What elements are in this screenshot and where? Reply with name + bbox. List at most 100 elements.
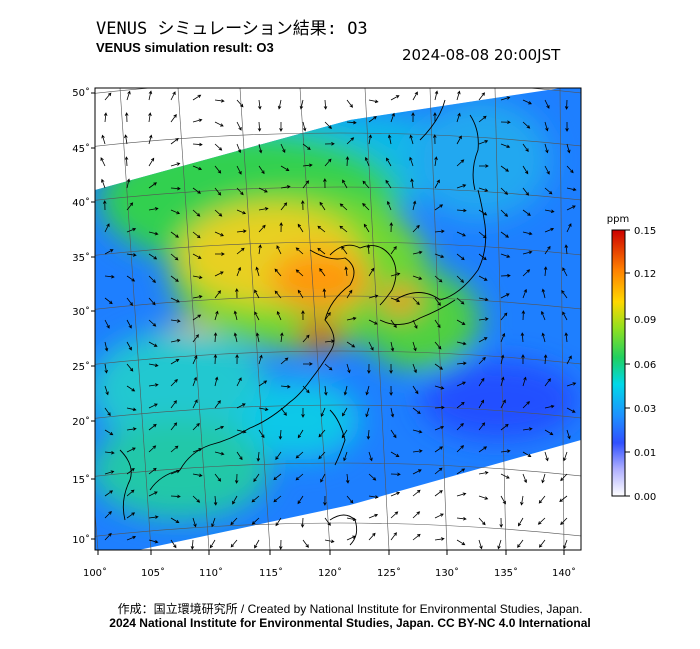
wind-arrow	[500, 293, 510, 299]
wind-arrow	[412, 91, 418, 101]
title-jp: VENUS シミュレーション結果: O3	[96, 19, 368, 39]
wind-arrow	[192, 295, 203, 299]
colorbar-unit: ppm	[607, 214, 629, 225]
wind-arrow	[412, 489, 421, 497]
wind-arrow	[148, 319, 157, 327]
wind-arrow	[434, 253, 445, 258]
wind-arrow	[300, 517, 305, 528]
wind-arrow	[258, 99, 262, 110]
wind-arrow	[411, 112, 415, 123]
wind-arrow	[434, 405, 445, 410]
colorbar-tick: 0.03	[634, 404, 656, 415]
colorbar-scale	[611, 229, 626, 497]
wind-arrow	[544, 165, 550, 175]
lat-label: 45˚	[72, 143, 90, 155]
wind-arrow	[236, 377, 242, 387]
wind-arrow	[434, 156, 438, 167]
wind-arrow	[544, 404, 555, 409]
wind-arrow	[412, 275, 423, 280]
wind-arrow	[412, 250, 423, 255]
wind-arrow	[302, 539, 309, 548]
wind-arrow	[412, 363, 417, 374]
wind-arrow	[104, 385, 109, 396]
wind-arrow	[522, 187, 530, 196]
wind-arrow	[170, 91, 176, 101]
wind-arrow	[478, 231, 487, 239]
wind-arrow	[362, 202, 370, 211]
wind-arrow	[500, 354, 505, 365]
wind-arrow	[390, 429, 397, 439]
wind-arrow	[478, 446, 488, 453]
wind-arrow	[541, 288, 546, 299]
wind-arrow	[434, 90, 439, 101]
wind-arrow	[148, 341, 158, 347]
wind-arrow	[257, 121, 262, 132]
wind-arrow	[390, 407, 395, 418]
wind-arrow	[564, 332, 569, 343]
wind-arrow	[478, 337, 488, 343]
lat-label: 30˚	[72, 306, 90, 318]
wind-arrow	[126, 227, 137, 233]
wind-arrow	[104, 319, 110, 329]
wind-arrow	[100, 157, 106, 167]
wind-arrow	[233, 310, 238, 321]
lon-label: 130˚	[435, 567, 459, 579]
wind-arrow	[319, 201, 326, 211]
wind-arrow	[302, 163, 313, 167]
wind-arrow	[170, 275, 179, 282]
wind-arrow	[346, 316, 357, 321]
wind-arrow	[390, 532, 397, 541]
wind-arrow	[412, 385, 419, 395]
wind-arrow	[230, 517, 238, 526]
lon-label: 110˚	[199, 567, 223, 579]
wind-arrow	[126, 341, 132, 351]
longitude-ticks	[97, 550, 565, 555]
wind-arrow	[274, 268, 282, 277]
wind-arrow	[192, 94, 202, 101]
wind-arrow	[560, 517, 568, 526]
wind-arrow	[126, 385, 136, 392]
wind-arrow	[390, 341, 395, 352]
wind-arrow	[478, 356, 486, 365]
wind-arrow	[433, 112, 437, 123]
wind-arrow	[522, 121, 531, 129]
wind-arrow	[148, 383, 159, 387]
wind-arrow	[500, 399, 506, 409]
wind-arrow	[363, 223, 370, 233]
wind-arrow	[324, 142, 335, 146]
wind-arrow	[192, 376, 197, 387]
wind-arrow	[386, 157, 392, 167]
wind-arrow	[126, 319, 132, 329]
wind-arrow	[126, 489, 135, 497]
timestamp: 2024-08-08 20:00JST	[402, 46, 561, 64]
wind-arrow	[297, 429, 304, 439]
wind-arrow	[522, 250, 533, 255]
wind-arrow	[500, 165, 509, 172]
wind-arrow	[434, 425, 445, 431]
lon-label: 125˚	[377, 567, 401, 579]
wind-arrow	[255, 332, 260, 343]
wind-arrow	[324, 363, 333, 371]
wind-arrow	[456, 422, 464, 431]
wind-arrow	[214, 209, 223, 217]
wind-arrow	[541, 473, 546, 484]
wind-arrow	[456, 184, 467, 189]
wind-arrow	[214, 400, 221, 409]
wind-arrow	[412, 511, 421, 519]
wind-arrow	[346, 120, 357, 125]
wind-arrow	[324, 312, 331, 321]
wind-arrow	[236, 403, 246, 409]
wind-arrow	[148, 157, 155, 167]
wind-arrow	[280, 202, 288, 211]
wind-vectors	[100, 90, 577, 550]
wind-arrow	[566, 205, 576, 211]
wind-arrow	[104, 429, 114, 436]
wind-arrow	[302, 180, 310, 189]
latitude-ticks	[91, 92, 95, 540]
wind-arrow	[236, 247, 245, 255]
wind-arrow	[456, 297, 465, 305]
wind-arrow	[255, 266, 260, 277]
wind-arrow	[390, 95, 400, 101]
wind-arrow	[278, 429, 283, 440]
wind-arrow	[230, 539, 238, 548]
